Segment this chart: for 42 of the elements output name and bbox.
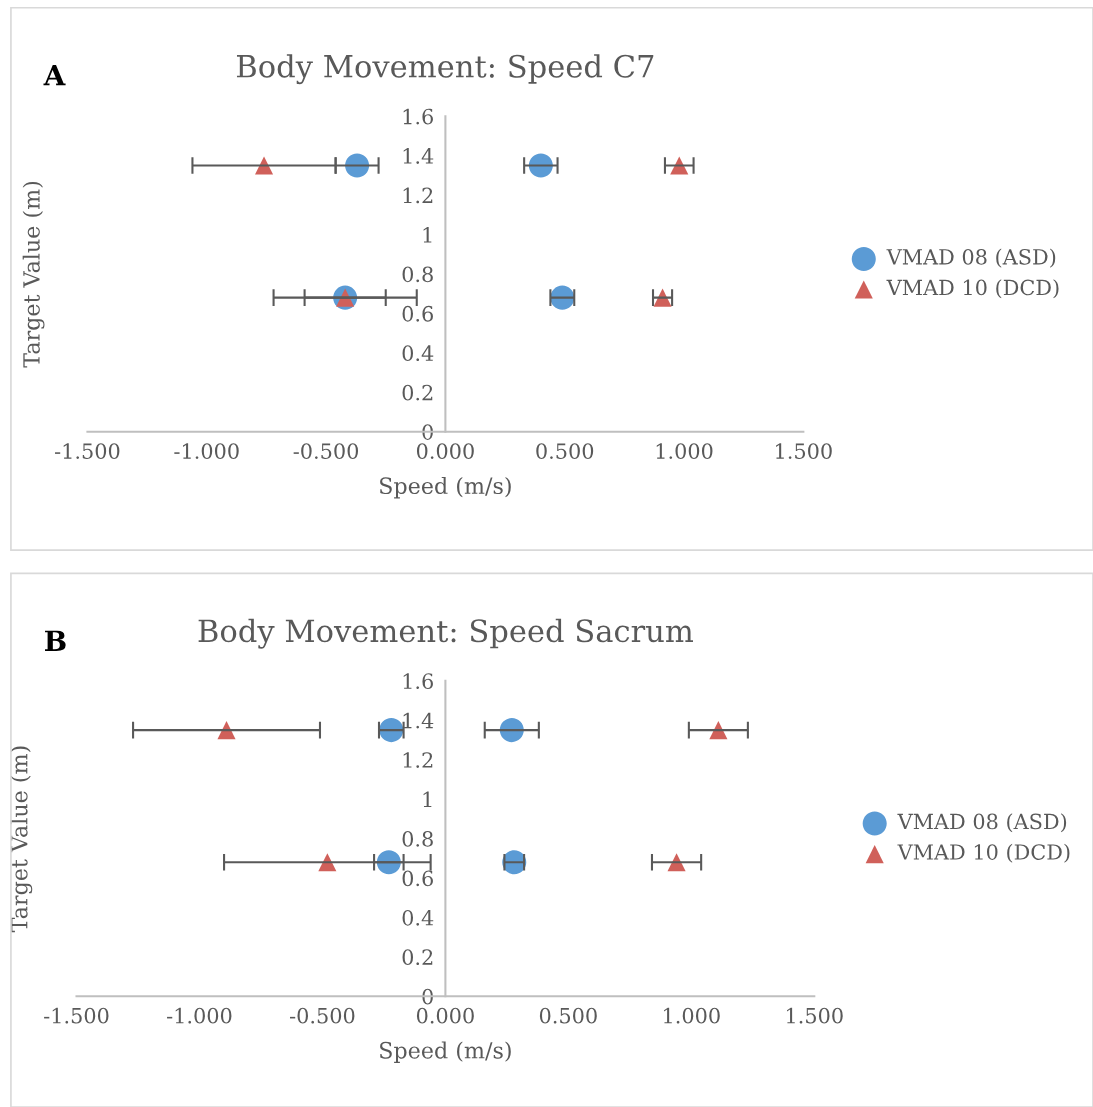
chart-title: Body Movement: Speed Sacrum — [198, 618, 693, 649]
y-tick-label: 1.6 — [403, 108, 433, 125]
x-tick-label: 0.500 — [539, 1007, 597, 1024]
x-tick-label: 1.500 — [776, 443, 832, 459]
y-tick-label: 1.2 — [403, 752, 433, 768]
y-tick-label: 0.4 — [402, 909, 434, 926]
y-tick-label: 0.6 — [402, 305, 433, 322]
y-tick-label: 1.6 — [403, 673, 433, 690]
y-axis-title: Target Value (m) — [10, 746, 33, 933]
y-tick-label: 0.8 — [402, 266, 433, 283]
legend-label: VMAD 10 (DCD) — [897, 843, 1070, 863]
legend-label: VMAD 10 (DCD) — [886, 279, 1059, 299]
x-tick-label: -0.500 — [290, 1007, 355, 1024]
y-tick-label: 1 — [423, 791, 432, 808]
y-tick-label: 0.4 — [402, 345, 434, 362]
text: A — [43, 64, 66, 86]
legend-label: VMAD 08 (ASD) — [886, 248, 1056, 268]
y-tick-label: 1 — [423, 227, 432, 243]
y-tick-label: 1.4 — [403, 148, 434, 164]
x-tick-label: -1.000 — [167, 1007, 232, 1024]
y-axis-title: Target Value (m) — [22, 181, 45, 368]
x-tick-label: -0.500 — [293, 443, 359, 459]
y-tick-label: 0.8 — [402, 831, 433, 847]
x-tick-label: 1.500 — [787, 1007, 843, 1024]
x-tick-label: 0.000 — [416, 1007, 474, 1024]
y-tick-label: 0.2 — [402, 384, 433, 401]
y-tick-label: 1.2 — [403, 187, 433, 204]
y-tick-label: 1.4 — [403, 712, 434, 729]
x-tick-label: 1.000 — [664, 1007, 720, 1024]
legend-label: VMAD 08 (ASD) — [897, 813, 1067, 833]
x-tick-label: -1.500 — [44, 1007, 109, 1024]
x-tick-label: -1.000 — [174, 443, 239, 459]
x-axis-title: Speed (m/s) — [380, 476, 511, 499]
y-tick-label: 0.6 — [402, 870, 433, 887]
chart-title: Body Movement: Speed C7 — [236, 54, 654, 85]
x-axis-title: Speed (m/s) — [380, 1041, 511, 1063]
x-tick-label: 0.500 — [536, 443, 594, 459]
x-tick-label: 1.000 — [656, 443, 713, 459]
x-tick-label: 0.000 — [416, 443, 474, 459]
x-tick-label: -1.500 — [55, 443, 120, 459]
text: B — [45, 630, 66, 651]
y-tick-label: 0.2 — [402, 949, 433, 966]
